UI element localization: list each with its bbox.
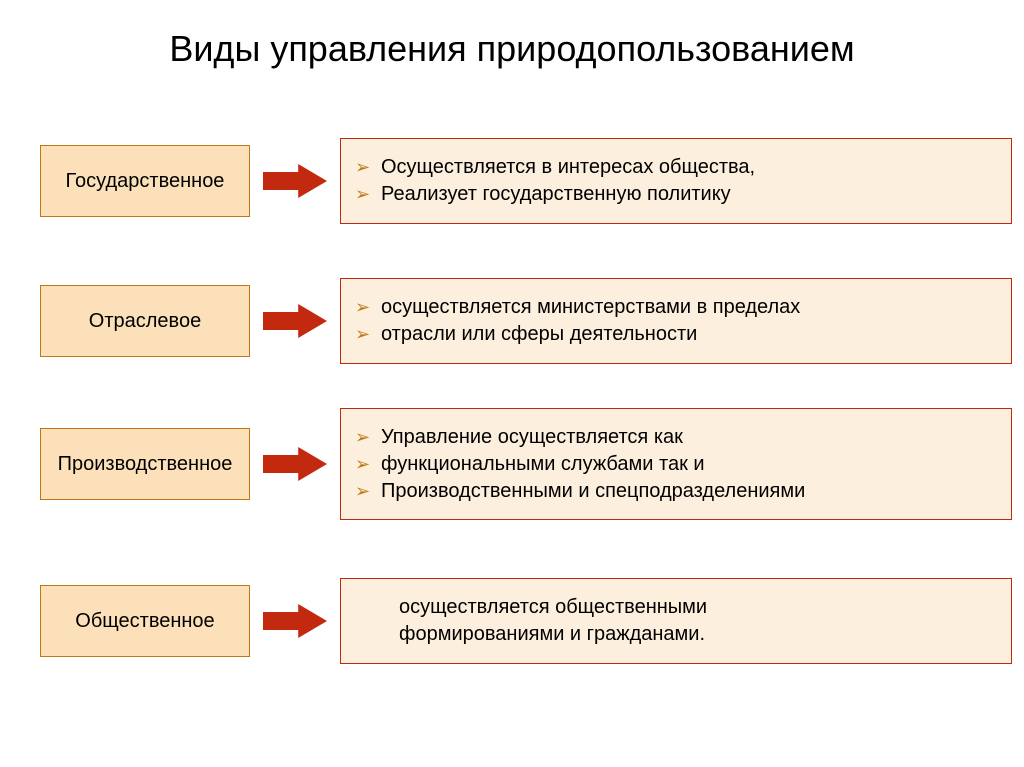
- arrow-state: [250, 164, 340, 198]
- bullet-text: Реализует государственную политику: [381, 181, 997, 208]
- desc-text: формированиями и гражданами.: [355, 621, 997, 648]
- chevron-right-icon: ➢: [355, 424, 381, 450]
- bullet-text: Производственными и спецподразделениями: [381, 478, 997, 505]
- bullet-text: функциональными службами так и: [381, 451, 997, 478]
- row-branch: Отраслевое ➢осуществляется министерствами…: [40, 278, 1012, 364]
- chevron-right-icon: ➢: [355, 478, 381, 504]
- bullet-line: ➢Управление осуществляется как: [355, 424, 997, 451]
- arrow-branch: [250, 304, 340, 338]
- label-public: Общественное: [40, 585, 250, 657]
- bullet-text: Осуществляется в интересах общества,: [381, 154, 997, 181]
- bullet-line: ➢осуществляется министерствами в предела…: [355, 294, 997, 321]
- bullet-line: ➢Реализует государственную политику: [355, 181, 997, 208]
- arrow-icon: [263, 604, 327, 638]
- row-state: Государственное ➢Осуществляется в интерес…: [40, 138, 1012, 224]
- bullet-line: ➢функциональными службами так и: [355, 451, 997, 478]
- bullet-text: отрасли или сферы деятельности: [381, 321, 997, 348]
- bullet-line: ➢отрасли или сферы деятельности: [355, 321, 997, 348]
- slide: Виды управления природопользованием Госу…: [0, 0, 1024, 767]
- arrow-icon: [263, 164, 327, 198]
- arrow-icon: [263, 447, 327, 481]
- desc-state: ➢Осуществляется в интересах общества,➢Ре…: [340, 138, 1012, 224]
- chevron-right-icon: ➢: [355, 321, 381, 347]
- bullet-line: ➢Осуществляется в интересах общества,: [355, 154, 997, 181]
- row-public: Общественное осуществляется общественными…: [40, 578, 1012, 664]
- desc-production: ➢Управление осуществляется как➢функциона…: [340, 408, 1012, 520]
- arrow-icon: [263, 304, 327, 338]
- arrow-public: [250, 604, 340, 638]
- desc-branch: ➢осуществляется министерствами в предела…: [340, 278, 1012, 364]
- chevron-right-icon: ➢: [355, 181, 381, 207]
- chevron-right-icon: ➢: [355, 294, 381, 320]
- chevron-right-icon: ➢: [355, 154, 381, 180]
- desc-public: осуществляется общественнымиформирования…: [340, 578, 1012, 664]
- label-branch: Отраслевое: [40, 285, 250, 357]
- label-state: Государственное: [40, 145, 250, 217]
- chevron-right-icon: ➢: [355, 451, 381, 477]
- bullet-text: осуществляется министерствами в пределах: [381, 294, 997, 321]
- arrow-production: [250, 447, 340, 481]
- label-production: Производственное: [40, 428, 250, 500]
- desc-text: осуществляется общественными: [355, 594, 997, 621]
- row-production: Производственное➢Управление осуществляет…: [40, 408, 1012, 520]
- bullet-line: ➢Производственными и спецподразделениями: [355, 478, 997, 505]
- bullet-text: Управление осуществляется как: [381, 424, 997, 451]
- slide-title: Виды управления природопользованием: [0, 28, 1024, 70]
